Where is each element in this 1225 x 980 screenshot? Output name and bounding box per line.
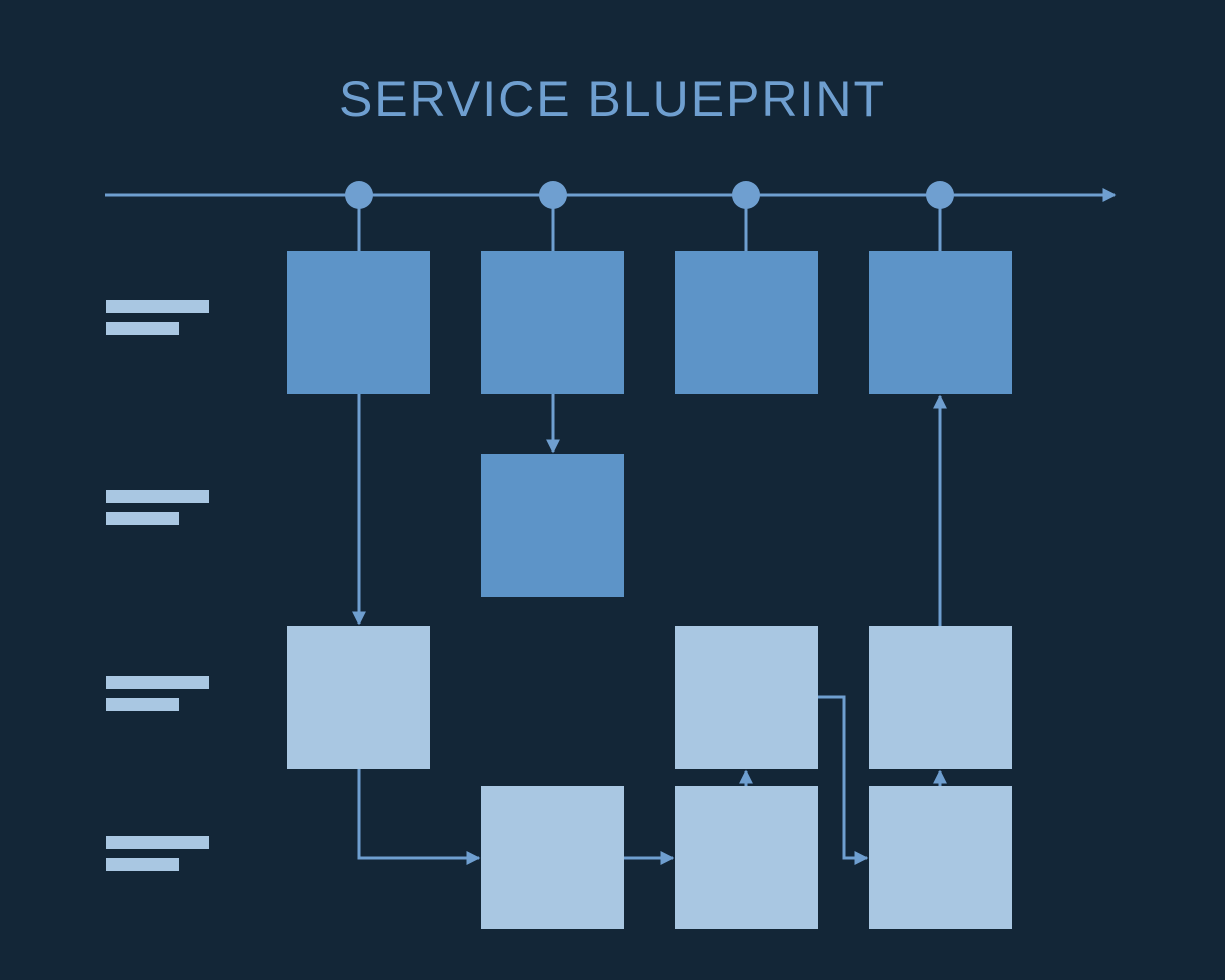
node-r1c3 [675, 251, 818, 394]
row-label-0-1 [106, 322, 179, 335]
node-r1c4 [869, 251, 1012, 394]
node-r1c2 [481, 251, 624, 394]
node-r3c3 [675, 626, 818, 769]
node-r4c3 [675, 786, 818, 929]
row-label-0-0 [106, 300, 209, 313]
diagram-stage: SERVICE BLUEPRINT [0, 0, 1225, 980]
node-r3c1 [287, 626, 430, 769]
node-r2c2 [481, 454, 624, 597]
row-label-1-0 [106, 490, 209, 503]
node-r4c4 [869, 786, 1012, 929]
node-r3c4 [869, 626, 1012, 769]
row-label-3-1 [106, 858, 179, 871]
row-label-2-1 [106, 698, 179, 711]
row-label-1-1 [106, 512, 179, 525]
node-r4c2 [481, 786, 624, 929]
node-r1c1 [287, 251, 430, 394]
row-label-3-0 [106, 836, 209, 849]
row-label-2-0 [106, 676, 209, 689]
